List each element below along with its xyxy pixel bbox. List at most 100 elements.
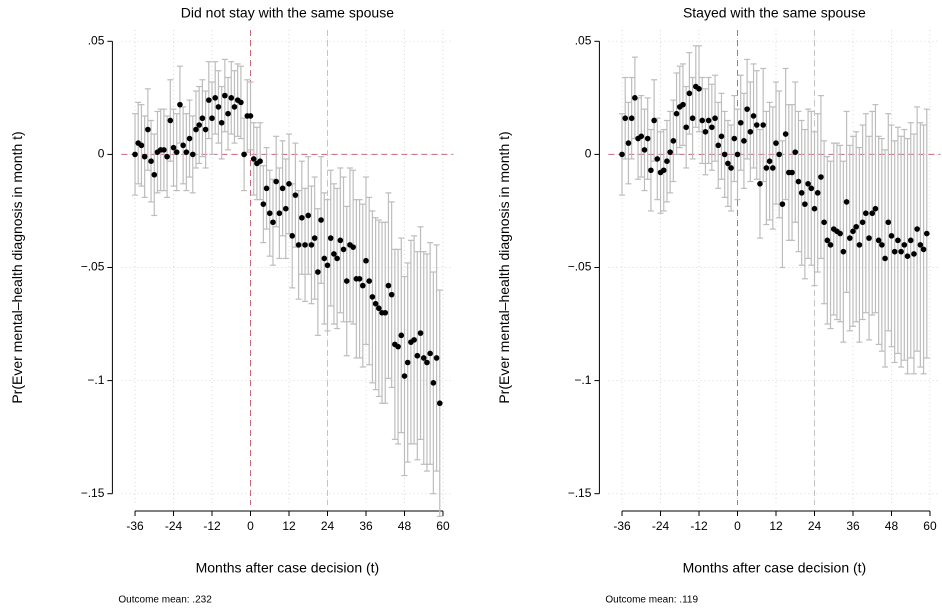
point [699,117,706,124]
point [660,167,667,174]
x-tick-label: 36 [846,519,860,533]
point [747,128,754,135]
point [757,181,763,187]
point [753,122,760,128]
point [895,237,901,244]
point [356,276,363,282]
point [811,205,818,212]
point [273,178,279,185]
point [779,201,786,207]
point [715,142,722,149]
x-tick-label: 24 [808,519,822,533]
point [395,343,401,350]
point [292,192,299,198]
point [805,181,811,187]
point [879,242,885,248]
point [414,352,421,359]
point [411,337,417,343]
y-tick-label: 0 [585,147,592,161]
point [359,282,366,289]
point [308,242,315,248]
point [731,135,738,142]
point [180,142,186,149]
point [164,153,170,160]
point [324,262,331,269]
point [340,246,347,253]
point [343,278,350,284]
x-tick-label: 36 [359,519,373,533]
point [798,190,805,196]
point [632,95,638,101]
point [241,151,247,158]
point [372,300,379,307]
point [843,199,850,205]
point [218,119,225,126]
point [132,151,138,158]
point [376,305,382,312]
point [302,242,308,248]
point [769,165,776,171]
point [920,246,927,253]
x-tick-label: -12 [203,519,221,533]
point [923,230,930,237]
point [151,171,158,178]
point [821,219,827,226]
point [430,380,437,386]
point [202,126,209,133]
point [183,149,190,155]
point [161,147,167,153]
point [680,101,686,108]
y-tick-label: −.1 [574,373,591,387]
point [641,147,648,153]
point [212,95,219,101]
y-axis-label: Pr(Ever mental–health diagnosis in month… [496,131,512,403]
point [914,226,920,232]
y-axis-label: Pr(Ever mental–health diagnosis in month… [9,131,25,403]
point [167,117,174,124]
point [193,126,199,133]
point [289,233,296,239]
point [299,214,305,221]
point [712,115,718,122]
x-tick-label: 0 [734,519,741,533]
point [789,169,795,176]
point [199,115,206,122]
point [215,104,222,110]
point [331,251,337,257]
point [721,151,728,158]
point [170,144,177,151]
point [247,113,254,119]
point [795,178,802,185]
point [670,138,677,144]
point [917,242,924,248]
point [369,294,376,300]
point [260,201,267,207]
point [427,350,433,357]
point [651,117,657,124]
y-tick-label: −.1 [87,373,104,387]
point [404,359,411,366]
point [667,149,673,155]
x-tick-label: -36 [613,519,631,533]
point [856,242,863,248]
point [818,174,824,180]
point [837,230,843,237]
point [850,228,856,235]
point [334,255,340,262]
point [875,237,882,244]
point [773,140,779,146]
point [888,233,895,239]
x-tick-label: -24 [652,519,670,533]
point [257,158,263,164]
point [145,126,151,133]
point [673,110,680,117]
point [433,355,440,361]
point [337,237,344,244]
y-tick-label: −.05 [568,260,592,274]
point [760,122,766,128]
point [315,269,321,275]
point [228,95,235,101]
point [173,149,180,155]
point [401,373,408,379]
